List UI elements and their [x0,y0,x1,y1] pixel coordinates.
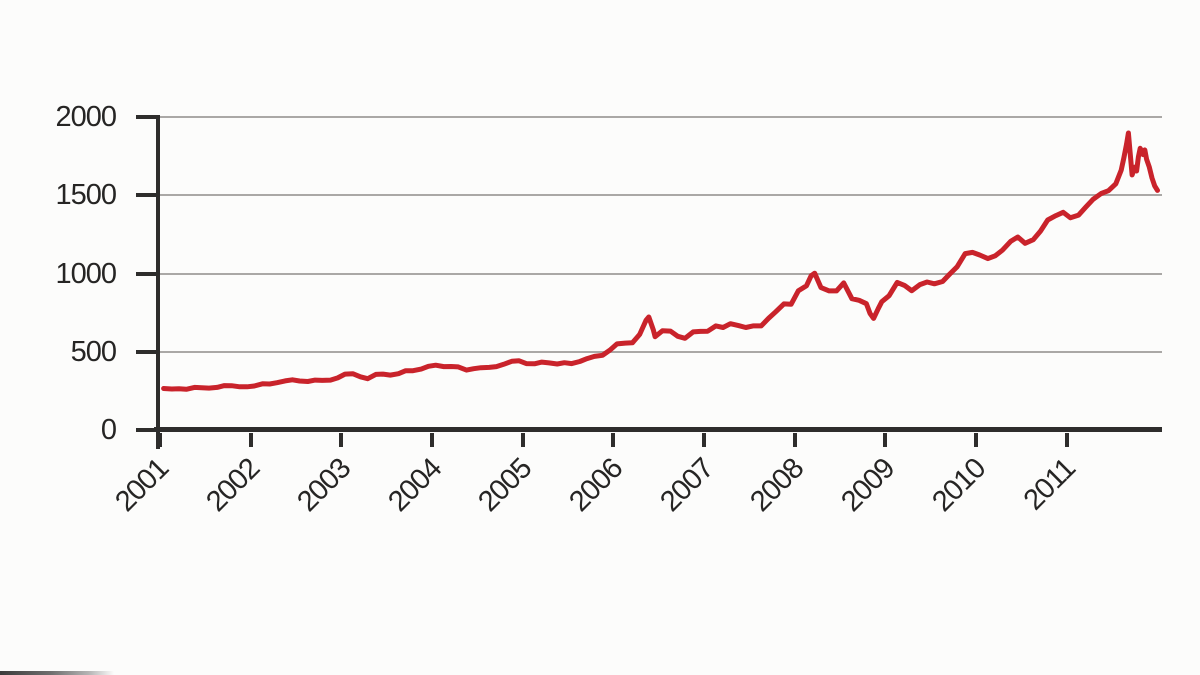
x-axis-tick [883,433,888,447]
y-tick-label: 1500 [55,179,117,212]
x-axis-tick [430,433,435,447]
gridline [160,272,1162,275]
x-axis-tick [339,433,344,447]
x-tick-label-text: 2007 [653,452,720,519]
x-tick-label-text: 2011 [1018,452,1082,517]
x-axis-tick [974,433,979,447]
x-tick-label-text: 2004 [381,452,448,519]
y-axis-tick [136,349,157,354]
y-tick-label: 0 [100,414,117,446]
x-axis-tick [158,433,162,447]
x-axis-tick [702,433,707,447]
gridline [160,194,1162,197]
x-axis-tick [611,433,616,447]
corner-artifact-bar [0,671,114,675]
x-tick-label-text: 2001 [109,452,176,519]
y-axis-tick [136,115,157,119]
y-axis-line [156,115,160,449]
x-tick-label-text: 2006 [563,452,629,519]
data-series-layer [161,130,1160,392]
y-tick-label: 2000 [55,101,117,133]
y-axis-tick [136,271,157,276]
x-tick-label-text: 2005 [472,452,538,519]
x-axis-tick [248,433,253,447]
x-axis-line [154,427,1162,432]
x-tick-label-text: 2008 [744,452,810,519]
y-tick-label: 500 [70,335,117,368]
x-axis-tick [1064,433,1069,447]
y-axis-tick [136,193,157,198]
gridline [160,350,1162,353]
x-tick-label-text: 2003 [291,452,357,519]
price-line [161,130,1160,392]
x-tick-label-text: 2009 [835,452,901,519]
y-axis-tick [136,428,157,432]
plot-area [136,115,1162,449]
x-axis-tick [792,433,797,447]
x-tick-label-text: 2010 [925,452,992,519]
gridline [160,116,1162,118]
y-tick-label: 1000 [55,257,117,290]
x-axis-tick [520,433,525,447]
x-tick-label-text: 2002 [200,452,266,519]
